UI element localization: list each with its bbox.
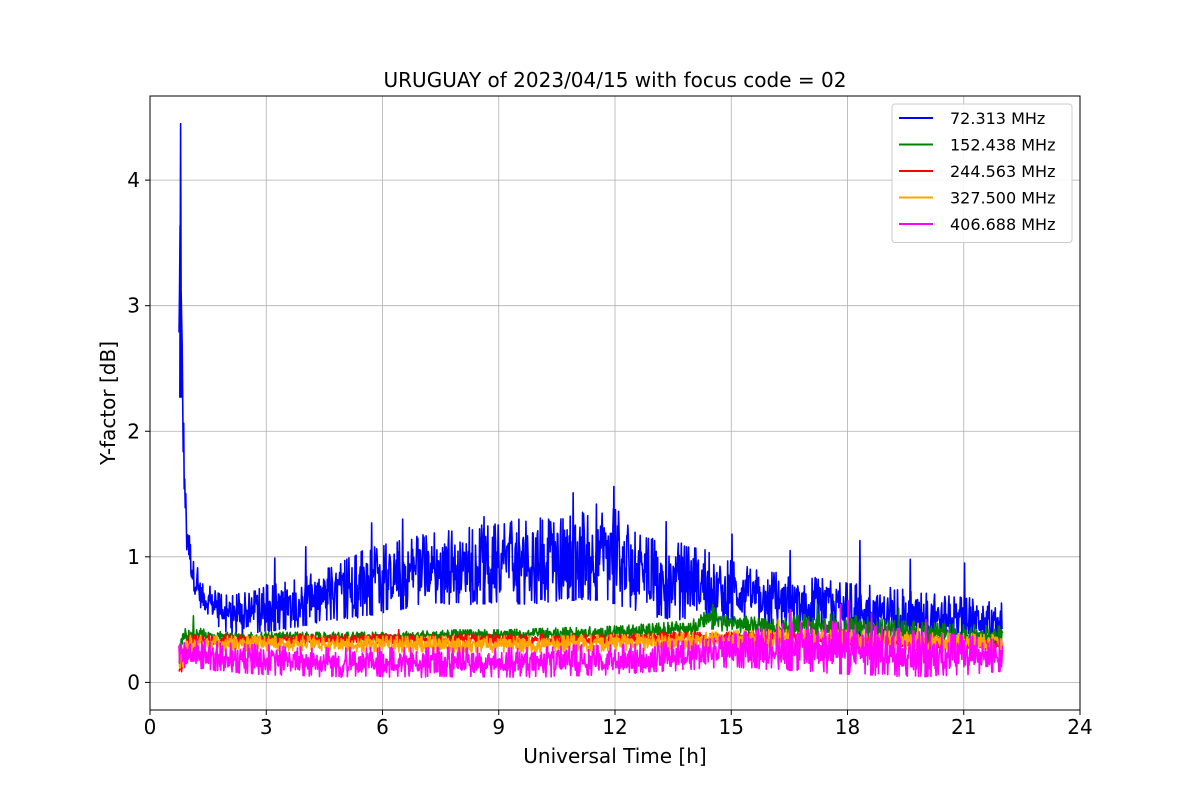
legend: 72.313 MHz 152.438 MHz 244.563 MHz 327.500 … bbox=[891, 103, 1073, 243]
series-line-4 bbox=[178, 599, 1004, 679]
legend-label-1: 152.438 MHz bbox=[950, 136, 1055, 155]
x-tick-label: 15 bbox=[719, 715, 744, 739]
y-tick-label: 1 bbox=[127, 545, 140, 569]
legend-label-2: 244.563 MHz bbox=[950, 162, 1055, 181]
y-tick-label: 2 bbox=[127, 419, 140, 443]
x-tick-label: 21 bbox=[951, 715, 976, 739]
legend-label-4: 406.688 MHz bbox=[950, 215, 1055, 234]
x-tick-label: 0 bbox=[144, 715, 157, 739]
x-tick-label: 18 bbox=[835, 715, 860, 739]
x-tick-label: 24 bbox=[1067, 715, 1092, 739]
y-tick-label: 0 bbox=[127, 670, 140, 694]
x-tick-label: 12 bbox=[602, 715, 627, 739]
x-tick-label: 3 bbox=[260, 715, 273, 739]
x-tick-label: 6 bbox=[376, 715, 389, 739]
plot-area bbox=[178, 122, 1004, 679]
y-tick-label: 4 bbox=[127, 168, 140, 192]
legend-label-3: 327.500 MHz bbox=[950, 189, 1055, 208]
x-axis-label: Universal Time [h] bbox=[523, 744, 706, 768]
y-tick-label: 3 bbox=[127, 294, 140, 318]
chart-title: URUGUAY of 2023/04/15 with focus code = … bbox=[384, 68, 847, 92]
y-axis-label: Y-factor [dB] bbox=[96, 341, 120, 466]
x-tick-label: 9 bbox=[492, 715, 505, 739]
legend-label-0: 72.313 MHz bbox=[950, 109, 1045, 128]
series-line-0 bbox=[178, 122, 1004, 642]
legend-box bbox=[891, 103, 1073, 243]
